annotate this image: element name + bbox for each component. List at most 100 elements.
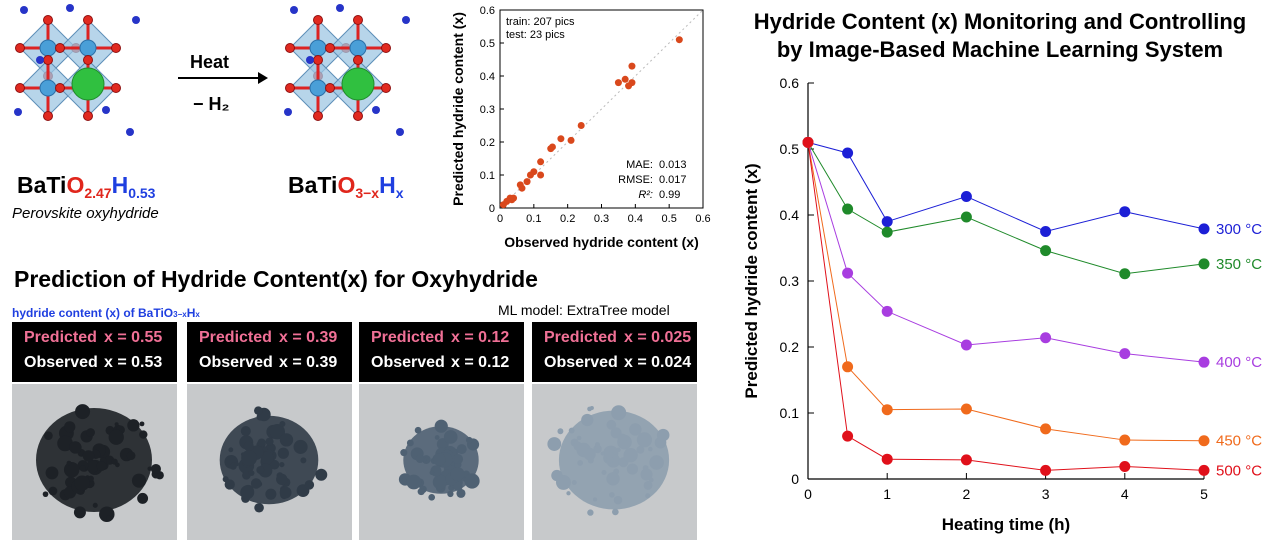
- x-tick-label: 0.3: [594, 213, 609, 225]
- stat-label: MAE:: [626, 159, 653, 171]
- stat-value: 0.99: [659, 189, 680, 201]
- powder-grain: [137, 492, 149, 504]
- series-label: 450 °C: [1216, 433, 1262, 450]
- series-point: [842, 361, 854, 373]
- hydride-content-label: hydride content (x) of BaTiO3−xHx: [12, 306, 200, 320]
- series-point: [1040, 464, 1052, 476]
- powder-grain: [417, 488, 425, 496]
- powder-grain: [623, 447, 638, 463]
- ti-atom: [309, 79, 327, 97]
- scatter-point: [530, 168, 538, 176]
- o-atom: [353, 55, 363, 65]
- powder-grain: [600, 451, 605, 456]
- series-point: [802, 136, 814, 148]
- y-tick-label: 0.6: [480, 5, 495, 17]
- powder-grain: [415, 454, 425, 464]
- series-point: [1198, 258, 1210, 270]
- powder-grain: [434, 419, 448, 433]
- series-point: [960, 211, 972, 223]
- powder-grain: [594, 442, 600, 448]
- y-tick-label: 0.6: [780, 75, 800, 91]
- ti-atom: [349, 39, 367, 57]
- formula-caption: Perovskite oxyhydride: [12, 205, 159, 222]
- y-tick-label: 0.2: [480, 137, 495, 149]
- powder-grain: [269, 459, 280, 470]
- series-point: [881, 453, 893, 465]
- series-point: [1119, 348, 1131, 360]
- powder-grain: [92, 502, 98, 508]
- sample-photo: [359, 384, 524, 540]
- powder-grain: [606, 472, 620, 486]
- powder-grain: [406, 439, 414, 447]
- powder-grain: [150, 463, 161, 475]
- powder-grain: [447, 490, 454, 498]
- powder-grain: [64, 421, 76, 433]
- o-atom: [313, 55, 323, 65]
- scatter-point: [537, 171, 545, 179]
- powder-grain: [401, 477, 407, 482]
- predicted-label: Predicted: [544, 329, 617, 346]
- powder-grain: [640, 468, 653, 481]
- h-atom: [14, 108, 22, 116]
- right-chart-title-line-1: Hydride Content (x) Monitoring and Contr…: [753, 9, 1247, 34]
- ml-model-label: ML model: ExtraTree model: [498, 302, 670, 318]
- prediction-panel-header: Predicted x = 0.12 Observed x = 0.12: [359, 322, 524, 382]
- powder-grain: [443, 430, 458, 444]
- crystal-structure-initial: [14, 4, 140, 136]
- powder-grain: [265, 488, 277, 500]
- right-chart-title: Hydride Content (x) Monitoring and Contr…: [730, 8, 1270, 64]
- y-tick-label: 0.3: [780, 273, 800, 289]
- powder-grain: [48, 486, 58, 496]
- formula-product: BaTiO3−xHx: [288, 172, 404, 201]
- observed-value: x = 0.39: [279, 354, 338, 371]
- powder-grain: [276, 473, 288, 486]
- powder-grain: [277, 447, 289, 459]
- stat-label: RMSE:: [618, 174, 653, 186]
- powder-grain: [300, 457, 307, 464]
- y-tick-label: 0.1: [780, 405, 800, 421]
- o-atom: [325, 83, 335, 93]
- predicted-label: Predicted: [199, 329, 272, 346]
- powder-grain: [82, 450, 95, 462]
- formula-initial: BaTiO2.47H0.53: [17, 172, 156, 201]
- scatter-point: [523, 178, 531, 186]
- x-tick-label: 0: [804, 486, 812, 502]
- powder-grain: [106, 515, 112, 521]
- powder-grain: [243, 441, 254, 452]
- sample-photo: [532, 384, 697, 540]
- powder-grain: [254, 406, 263, 415]
- x-axis-label: Heating time (h): [942, 515, 1070, 534]
- o-atom: [55, 83, 65, 93]
- h-atom: [20, 6, 28, 14]
- powder-grain: [593, 497, 598, 502]
- powder-grain: [86, 459, 100, 473]
- powder-grain: [581, 413, 594, 427]
- observed-value: x = 0.53: [104, 354, 163, 371]
- powder-grain: [114, 422, 119, 427]
- powder-grain: [57, 435, 73, 452]
- powder-grain: [576, 435, 582, 441]
- series-point: [842, 203, 854, 215]
- o-atom: [55, 43, 65, 53]
- powder-sample: [398, 419, 480, 501]
- crystal-structure-product: [284, 4, 410, 136]
- powder-grain: [601, 469, 607, 476]
- powder-grain: [611, 508, 619, 516]
- powder-grain: [649, 455, 664, 470]
- observed-label: Observed: [371, 354, 445, 371]
- x-tick-label: 0.4: [628, 213, 643, 225]
- powder-grain: [74, 475, 90, 491]
- powder-grain: [551, 469, 563, 482]
- sample-photo: [12, 384, 177, 540]
- o-atom: [325, 43, 335, 53]
- ti-atom: [79, 39, 97, 57]
- powder-grain: [69, 441, 82, 454]
- y-tick-label: 0.5: [780, 141, 800, 157]
- powder-grain: [465, 436, 473, 444]
- o-atom: [43, 15, 53, 25]
- observed-value: x = 0.12: [451, 354, 510, 371]
- powder-grain: [452, 454, 464, 465]
- powder-grain: [432, 474, 448, 490]
- o-atom: [381, 43, 391, 53]
- series-point: [960, 454, 972, 466]
